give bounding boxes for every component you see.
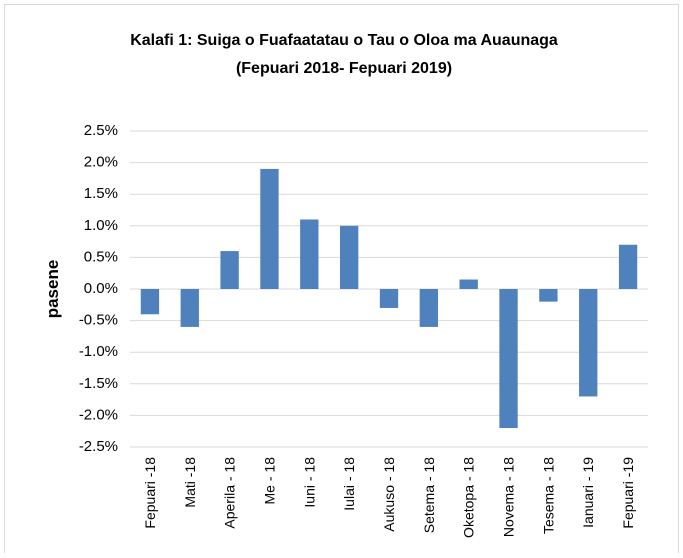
x-tick-label: Ianuari - 19 — [580, 457, 596, 528]
chart-title: Kalafi 1: Suiga o Fuafaatatau o Tau o Ol… — [130, 32, 558, 49]
y-tick-label: 0.5% — [84, 248, 118, 265]
bar — [379, 289, 399, 308]
y-tick-label: -1.0% — [79, 343, 118, 360]
x-tick-label: Fepuari -19 — [620, 457, 636, 529]
y-axis-label: pasene — [43, 260, 62, 319]
bar — [459, 279, 478, 289]
x-tick-label: Fepuari -18 — [142, 457, 158, 529]
bar — [180, 289, 199, 327]
x-tick-label: Novema - 18 — [501, 457, 517, 537]
x-tick-label: Iulai - 18 — [341, 457, 357, 511]
y-tick-label: -2.5% — [79, 438, 118, 455]
bar — [419, 289, 439, 327]
bar — [260, 168, 279, 289]
x-tick-label: Setema - 18 — [421, 457, 437, 533]
y-tick-label: 2.0% — [84, 154, 118, 171]
bar — [300, 219, 319, 289]
bar — [140, 289, 160, 315]
y-tick-label: 1.5% — [84, 185, 118, 202]
y-tick-label: 2.5% — [84, 122, 118, 139]
x-tick-label: Aukuso - 18 — [381, 457, 397, 532]
y-tick-label: 0.0% — [84, 280, 118, 297]
x-tick-label: Oketopa - 18 — [461, 457, 477, 538]
y-tick-label: 1.0% — [84, 217, 118, 234]
bar — [618, 244, 638, 289]
chart-subtitle: (Fepuari 2018- Fepuari 2019) — [236, 60, 452, 77]
x-tick-label: Me - 18 — [261, 457, 277, 505]
x-tick-label: Aperila - 18 — [222, 457, 238, 529]
y-tick-label: -2.0% — [79, 406, 118, 423]
bar — [499, 289, 518, 429]
y-tick-label: -1.5% — [79, 375, 118, 392]
bar — [579, 289, 598, 397]
bar — [339, 225, 359, 289]
x-tick-label: Mati -18 — [182, 457, 198, 508]
x-tick-label: Tesema - 18 — [540, 457, 556, 534]
bar — [539, 289, 558, 302]
bar — [220, 251, 239, 289]
x-tick-label: Iuni - 18 — [301, 457, 317, 508]
y-tick-label: -0.5% — [79, 312, 118, 329]
